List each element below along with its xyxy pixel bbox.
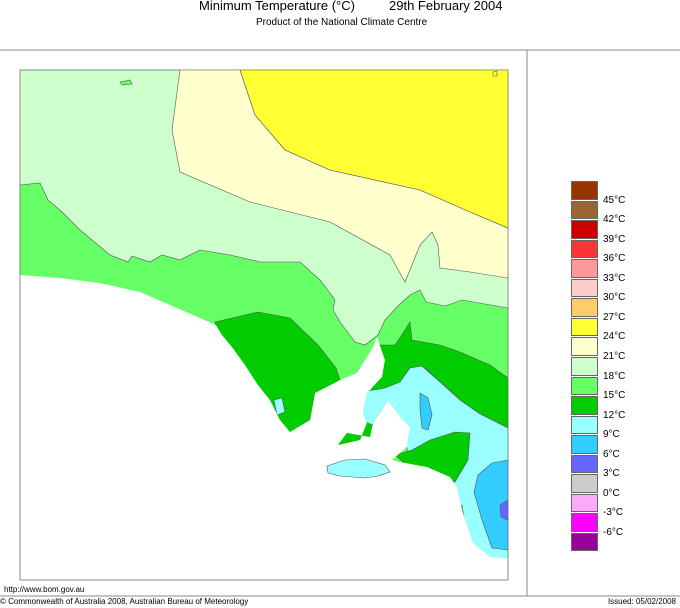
legend-swatch	[571, 220, 598, 239]
zone-6-9-inland	[419, 392, 433, 431]
issued-date: Issued: 05/02/2008	[607, 597, 676, 606]
island-small-ne	[492, 70, 498, 77]
temperature-zones	[20, 70, 508, 558]
legend-swatch	[571, 259, 598, 278]
island-small	[119, 79, 133, 86]
legend-label: 0°C	[603, 487, 620, 499]
legend-label: 33°C	[603, 272, 626, 284]
legend-swatch	[571, 513, 598, 532]
legend-swatch	[571, 278, 598, 298]
legend-label: 24°C	[603, 331, 626, 343]
legend-label: 6°C	[603, 448, 620, 460]
zone-9-12-eyre	[273, 397, 286, 416]
map-title: Minimum Temperature (°C)	[199, 0, 355, 13]
legend-label: 45°C	[603, 194, 626, 206]
legend-swatch	[571, 532, 598, 552]
legend-label: 3°C	[603, 468, 620, 480]
legend-label: 15°C	[603, 390, 626, 402]
legend-swatch	[571, 396, 598, 415]
map-date: 29th February 2004	[389, 0, 503, 13]
source-url[interactable]: http://www.bom.gov.au	[4, 585, 85, 594]
map-subtitle: Product of the National Climate Centre	[256, 17, 428, 28]
legend-label: 12°C	[603, 409, 626, 421]
legend-label: 36°C	[603, 253, 626, 265]
legend-swatch	[571, 337, 598, 356]
zone-12-15-yorke	[334, 419, 376, 451]
legend-swatch	[571, 239, 598, 259]
legend-swatch	[571, 376, 598, 396]
legend-swatch	[571, 454, 598, 474]
legend-label: 9°C	[603, 429, 620, 441]
legend-label: 18°C	[603, 370, 626, 382]
legend-swatch	[571, 298, 598, 317]
copyright-text: © Commonwealth of Australia 2008, Austra…	[0, 597, 249, 606]
legend-swatch	[571, 317, 598, 337]
legend-label: -6°C	[603, 526, 624, 538]
legend-label: 39°C	[603, 233, 626, 245]
legend-swatch	[571, 493, 598, 513]
legend-label: 27°C	[603, 311, 626, 323]
legend-label: 21°C	[603, 350, 626, 362]
legend-label: -3°C	[603, 507, 624, 519]
legend-swatch	[571, 200, 598, 220]
zone-6-9-southeast	[473, 459, 508, 551]
zone-24-27	[239, 70, 508, 229]
kangaroo-island	[326, 458, 391, 479]
legend-label: 42°C	[603, 214, 626, 226]
zone-3-6	[499, 499, 508, 521]
legend-swatch	[571, 181, 598, 200]
legend-swatch	[571, 474, 598, 493]
legend-label: 30°C	[603, 292, 626, 304]
legend-swatch	[571, 415, 598, 435]
zone-12-15-southeast	[394, 431, 471, 483]
legend-swatch	[571, 435, 598, 454]
legend-swatch	[571, 356, 598, 376]
